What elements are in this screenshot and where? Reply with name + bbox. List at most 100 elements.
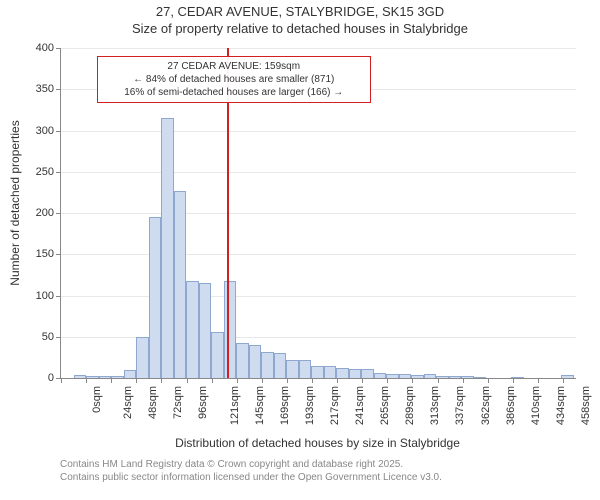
xtick-mark (136, 378, 137, 383)
title-address: 27, CEDAR AVENUE, STALYBRIDGE, SK15 3GD (0, 4, 600, 19)
xtick-label: 434sqm (556, 386, 568, 425)
xtick-mark (362, 378, 363, 383)
histogram-bar (186, 281, 199, 378)
xtick-mark (337, 378, 338, 383)
ytick-label: 200 (36, 207, 54, 219)
xtick-label: 217sqm (329, 386, 341, 425)
histogram-bar (399, 374, 412, 378)
histogram-bar (211, 332, 224, 378)
xtick-mark (412, 378, 413, 383)
histogram-bar (74, 375, 87, 378)
ytick-label: 0 (48, 372, 54, 384)
histogram-bar (149, 217, 162, 378)
xtick-mark (563, 378, 564, 383)
xtick-label: 458sqm (581, 386, 593, 425)
y-axis-label: Number of detached properties (8, 103, 22, 303)
histogram-bar (286, 360, 299, 378)
gridline (61, 172, 576, 173)
xtick-mark (262, 378, 263, 383)
xtick-mark (463, 378, 464, 383)
xtick-label: 0sqm (91, 386, 103, 413)
ytick-label: 300 (36, 125, 54, 137)
histogram-bar (261, 352, 274, 378)
histogram-bar (349, 369, 362, 378)
histogram-bar (299, 360, 312, 378)
xtick-mark (538, 378, 539, 383)
xtick-label: 337sqm (454, 386, 466, 425)
histogram-bar (86, 376, 99, 378)
xtick-label: 410sqm (531, 386, 543, 425)
xtick-mark (86, 378, 87, 383)
footnote-line2: Contains public sector information licen… (60, 471, 442, 484)
histogram-bar (374, 373, 387, 378)
xtick-label: 121sqm (229, 386, 241, 425)
histogram-bar (224, 281, 237, 378)
xtick-label: 96sqm (197, 386, 209, 419)
histogram-bar (274, 353, 287, 378)
gridline (61, 131, 576, 132)
gridline (61, 254, 576, 255)
histogram-bar (161, 118, 174, 378)
gridline (61, 48, 576, 49)
annotation-line: 27 CEDAR AVENUE: 159sqm (104, 60, 364, 73)
annotation-line: ← 84% of detached houses are smaller (87… (104, 73, 364, 86)
histogram-bar (99, 376, 112, 378)
histogram-bar (236, 343, 249, 378)
annotation-box: 27 CEDAR AVENUE: 159sqm← 84% of detached… (97, 56, 371, 103)
ytick-mark (56, 254, 61, 255)
title-subtitle: Size of property relative to detached ho… (0, 21, 600, 36)
annotation-line: 16% of semi-detached houses are larger (… (104, 86, 364, 99)
xtick-label: 24sqm (122, 386, 134, 419)
xtick-label: 48sqm (147, 386, 159, 419)
xtick-mark (312, 378, 313, 383)
histogram-bar (311, 366, 324, 378)
xtick-mark (212, 378, 213, 383)
xtick-label: 313sqm (429, 386, 441, 425)
xtick-mark (513, 378, 514, 383)
histogram-bar (124, 370, 137, 378)
property-size-histogram: 27, CEDAR AVENUE, STALYBRIDGE, SK15 3GD … (0, 0, 600, 500)
ytick-label: 100 (36, 290, 54, 302)
histogram-bar (449, 376, 462, 378)
xtick-label: 386sqm (506, 386, 518, 425)
xtick-mark (61, 378, 62, 383)
xtick-label: 145sqm (254, 386, 266, 425)
ytick-label: 400 (36, 42, 54, 54)
ytick-label: 150 (36, 248, 54, 260)
histogram-bar (249, 345, 262, 378)
ytick-label: 250 (36, 166, 54, 178)
xtick-mark (161, 378, 162, 383)
xtick-label: 265sqm (379, 386, 391, 425)
xtick-mark (488, 378, 489, 383)
ytick-mark (56, 213, 61, 214)
gridline (61, 213, 576, 214)
xtick-label: 362sqm (481, 386, 493, 425)
xtick-mark (111, 378, 112, 383)
xtick-mark (438, 378, 439, 383)
histogram-bar (474, 377, 487, 378)
histogram-bar (111, 376, 124, 378)
histogram-bar (174, 191, 187, 378)
xtick-label: 241sqm (354, 386, 366, 425)
histogram-bar (199, 283, 212, 378)
histogram-bar (361, 369, 374, 378)
xtick-label: 289sqm (404, 386, 416, 425)
histogram-bar (424, 374, 437, 378)
ytick-mark (56, 337, 61, 338)
data-attribution: Contains HM Land Registry data © Crown c… (60, 458, 442, 484)
xtick-label: 169sqm (279, 386, 291, 425)
histogram-bar (336, 368, 349, 378)
plot-area: 27 CEDAR AVENUE: 159sqm← 84% of detached… (60, 48, 576, 379)
xtick-label: 193sqm (304, 386, 316, 425)
gridline (61, 296, 576, 297)
xtick-label: 72sqm (172, 386, 184, 419)
xtick-mark (287, 378, 288, 383)
x-axis-label: Distribution of detached houses by size … (60, 436, 575, 450)
ytick-mark (56, 296, 61, 297)
ytick-mark (56, 89, 61, 90)
xtick-mark (237, 378, 238, 383)
histogram-bar (136, 337, 149, 378)
xtick-mark (187, 378, 188, 383)
xtick-mark (387, 378, 388, 383)
ytick-mark (56, 48, 61, 49)
